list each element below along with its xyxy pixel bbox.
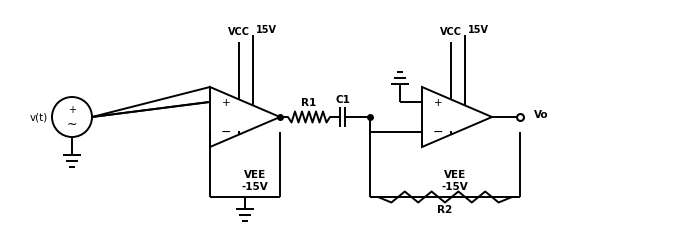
Text: v(t): v(t): [30, 112, 48, 122]
Text: R2: R2: [438, 205, 453, 215]
Text: VEE: VEE: [444, 170, 466, 180]
Text: +: +: [222, 98, 230, 108]
Text: 15V: 15V: [468, 25, 489, 35]
Text: +: +: [434, 98, 442, 108]
Text: VEE: VEE: [244, 170, 266, 180]
Text: R1: R1: [302, 98, 316, 108]
Text: -15V: -15V: [442, 182, 468, 192]
Text: -15V: -15V: [241, 182, 268, 192]
Text: 15V: 15V: [256, 25, 276, 35]
Text: +: +: [68, 105, 76, 115]
Text: C1: C1: [335, 95, 350, 105]
Text: ∼: ∼: [66, 118, 77, 130]
Text: −: −: [220, 125, 231, 138]
Text: −: −: [433, 125, 443, 138]
Text: Vo: Vo: [534, 110, 549, 120]
Text: VCC: VCC: [440, 27, 462, 37]
Text: VCC: VCC: [228, 27, 250, 37]
